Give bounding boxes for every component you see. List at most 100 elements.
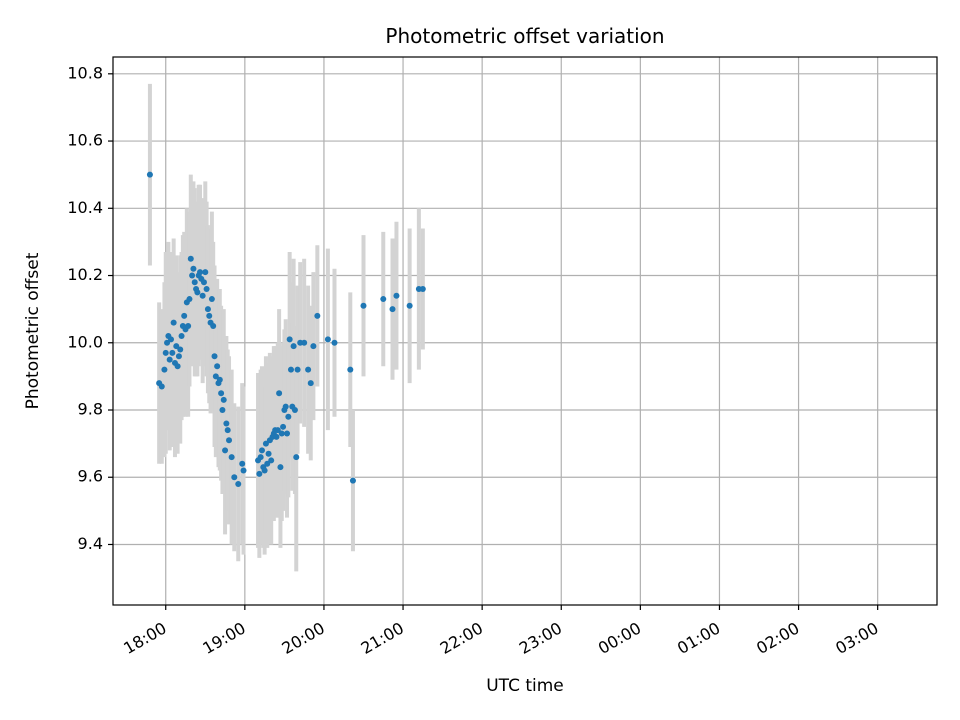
data-point: [277, 464, 284, 471]
x-tick-label: 19:00: [199, 618, 248, 658]
data-point: [264, 460, 271, 467]
y-tick-label: 9.6: [78, 467, 103, 486]
data-point: [214, 363, 221, 370]
error-bar-layer: [147, 83, 425, 572]
data-point: [161, 366, 168, 373]
data-point: [293, 454, 300, 461]
y-tick-label: 10.0: [67, 332, 103, 351]
data-point: [219, 407, 226, 414]
data-point: [200, 279, 207, 286]
x-tick-label: 20:00: [279, 618, 328, 658]
data-point: [222, 447, 229, 454]
x-tick-label: 00:00: [595, 618, 644, 658]
data-point: [406, 302, 413, 309]
x-tick-label: 21:00: [358, 618, 407, 658]
data-point: [168, 336, 175, 343]
data-point: [208, 296, 215, 303]
x-tick-label: 22:00: [437, 618, 486, 658]
data-point: [226, 437, 233, 444]
data-point: [268, 457, 275, 464]
data-point: [158, 383, 165, 390]
data-point: [324, 336, 331, 343]
x-axis-label: UTC time: [486, 676, 564, 696]
data-point: [228, 454, 235, 461]
data-point: [231, 474, 238, 481]
data-point: [282, 403, 289, 410]
chart-title: Photometric offset variation: [385, 24, 664, 48]
data-point: [189, 272, 196, 279]
data-point: [290, 343, 297, 350]
data-point: [190, 265, 197, 272]
data-point: [177, 346, 184, 353]
data-point: [197, 269, 204, 276]
data-point: [211, 353, 218, 360]
data-point: [146, 171, 153, 178]
data-point: [220, 396, 227, 403]
data-point: [204, 306, 211, 313]
data-point: [191, 279, 198, 286]
y-tick-label: 9.4: [78, 534, 103, 553]
data-point: [186, 296, 193, 303]
x-tick-label: 03:00: [832, 618, 881, 658]
y-axis-label: Photometric offset: [23, 252, 43, 409]
data-point: [262, 440, 269, 447]
y-tick-label: 10.6: [67, 131, 103, 150]
data-point: [305, 366, 312, 373]
y-tick-label: 10.4: [67, 198, 103, 217]
data-point: [301, 339, 308, 346]
data-point: [218, 390, 225, 397]
data-point: [239, 460, 246, 467]
data-point: [291, 407, 298, 414]
data-point: [393, 292, 400, 299]
data-point: [164, 339, 171, 346]
x-tick-label: 02:00: [753, 618, 802, 658]
data-point: [307, 380, 314, 387]
x-tick-label: 18:00: [120, 618, 169, 658]
y-tick-label: 9.8: [78, 400, 103, 419]
data-point: [223, 420, 230, 427]
x-tick-label: 01:00: [674, 618, 723, 658]
data-point: [173, 343, 180, 350]
data-point: [181, 312, 188, 319]
data-point: [187, 255, 194, 262]
data-point: [210, 322, 217, 329]
data-point: [265, 450, 272, 457]
data-point: [347, 366, 354, 373]
data-point: [216, 376, 223, 383]
x-tick-label: 23:00: [516, 618, 565, 658]
data-point: [284, 430, 291, 437]
data-point: [206, 312, 213, 319]
data-point: [162, 349, 169, 356]
data-point: [331, 339, 338, 346]
plot-frame: [112, 56, 938, 606]
data-point: [256, 470, 263, 477]
data-point: [174, 363, 181, 370]
data-point: [185, 322, 192, 329]
data-point: [169, 349, 176, 356]
data-point: [286, 336, 293, 343]
data-point: [360, 302, 367, 309]
data-point: [314, 312, 321, 319]
data-point: [170, 319, 177, 326]
data-point: [310, 343, 317, 350]
data-point: [389, 306, 396, 313]
data-point: [273, 433, 280, 440]
data-point: [199, 292, 206, 299]
y-tick-label: 10.8: [67, 63, 103, 82]
data-point: [240, 467, 247, 474]
data-point: [212, 373, 219, 380]
data-point: [294, 366, 301, 373]
data-point: [274, 427, 281, 434]
data-point: [276, 390, 283, 397]
data-point: [202, 269, 209, 276]
data-point: [194, 289, 201, 296]
data-point: [224, 427, 231, 434]
data-point: [278, 430, 285, 437]
data-point: [285, 413, 292, 420]
data-point: [257, 454, 264, 461]
y-tick-label: 10.2: [67, 265, 103, 284]
grid-layer: [113, 57, 937, 605]
data-point: [175, 353, 182, 360]
